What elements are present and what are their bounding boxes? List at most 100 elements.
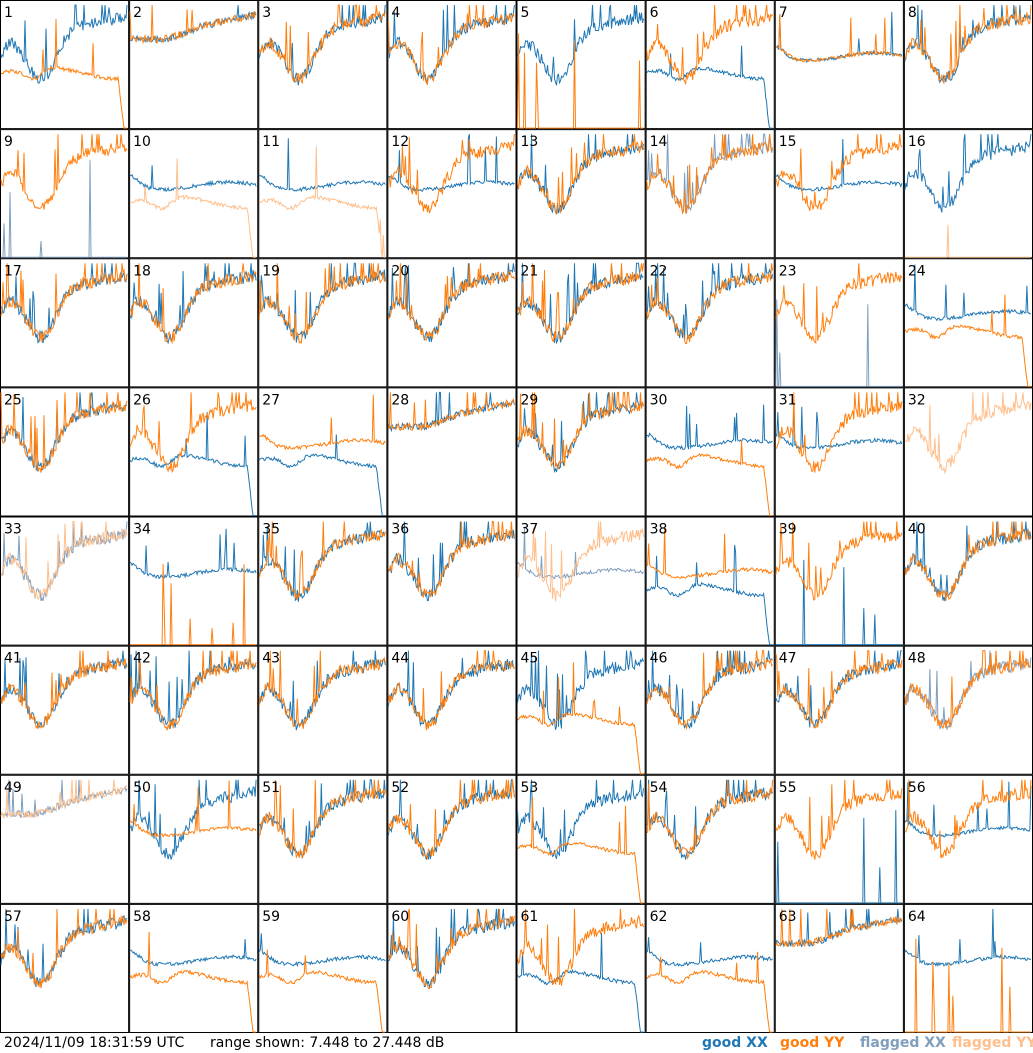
panel-label: 51	[262, 780, 280, 796]
series-yy-panel-61	[517, 908, 644, 986]
panel-7: 7	[774, 0, 904, 130]
series-yy-panel-54	[646, 779, 774, 860]
panel-frame	[387, 516, 517, 646]
panel-label: 64	[908, 909, 926, 925]
panel-34: 34	[129, 516, 259, 646]
panel-label: 31	[779, 392, 797, 408]
panel-20: 20	[387, 258, 517, 388]
panel-17: 17	[0, 258, 130, 388]
panel-label: 12	[391, 134, 409, 150]
panel-61: 61	[516, 903, 646, 1033]
panel-frame	[516, 0, 646, 130]
panel-frame	[129, 645, 259, 775]
series-xx-panel-22	[646, 263, 774, 341]
series-yy-panel-30	[646, 440, 773, 516]
series-yy-panel-17	[0, 263, 128, 343]
panel-frame	[387, 387, 517, 517]
panel-frame	[387, 0, 517, 130]
series-yy-panel-47	[775, 650, 903, 729]
panel-frame	[0, 903, 130, 1033]
panel-label: 10	[133, 134, 151, 150]
series-yy-panel-13	[517, 134, 644, 214]
series-yy-panel-2	[129, 4, 257, 45]
series-yy-panel-55	[775, 779, 903, 860]
panel-frame	[516, 774, 646, 904]
panel-59: 59	[258, 903, 388, 1033]
panel-frame	[774, 903, 904, 1033]
panel-frame	[129, 387, 259, 517]
series-yy-panel-52	[387, 779, 515, 860]
panel-label: 15	[779, 134, 797, 150]
panel-frame	[774, 516, 904, 646]
panel-frame	[0, 516, 130, 646]
series-yy-panel-22	[646, 263, 774, 344]
series-yy-panel-35	[258, 521, 386, 600]
panel-frame	[0, 0, 130, 130]
panel-label: 47	[779, 651, 797, 667]
panel-23: 23	[774, 258, 904, 388]
panel-6: 6	[645, 0, 775, 130]
panel-4: 4	[387, 0, 517, 130]
series-xx-panel-58	[129, 938, 257, 968]
panel-label: 2	[133, 5, 142, 21]
panel-41: 41	[0, 645, 130, 775]
series-yy-panel-63	[775, 908, 903, 948]
panel-label: 6	[650, 5, 659, 21]
panel-42: 42	[129, 645, 259, 775]
panel-label: 32	[908, 392, 926, 408]
series-yy-panel-62	[646, 951, 773, 1033]
panel-label: 40	[908, 522, 926, 538]
panel-frame	[129, 129, 259, 259]
panel-58: 58	[129, 903, 259, 1033]
series-xx-panel-42	[129, 650, 257, 729]
series-xx-panel-27	[258, 434, 386, 516]
series-xx-panel-37	[517, 527, 644, 580]
panel-22: 22	[645, 258, 775, 388]
series-yy-panel-19	[258, 263, 386, 345]
panel-label: 5	[521, 5, 530, 21]
panel-frame	[129, 903, 259, 1033]
panel-frame	[645, 129, 775, 259]
series-xx-panel-10	[129, 165, 257, 193]
series-yy-panel-23	[775, 263, 903, 344]
series-xx-panel-53	[517, 779, 644, 859]
series-yy-panel-45	[517, 662, 644, 775]
series-xx-panel-60	[388, 908, 515, 989]
series-xx-panel-50	[129, 779, 257, 860]
series-yy-panel-40	[904, 521, 1032, 601]
panel-15: 15	[774, 129, 904, 259]
panel-32: 32	[903, 387, 1033, 517]
panel-label: 39	[779, 522, 797, 538]
series-yy-panel-48	[904, 650, 1032, 730]
legend-good-yy: good YY	[780, 1035, 845, 1051]
panel-55: 55	[774, 774, 904, 904]
panel-label: 50	[133, 780, 151, 796]
panel-label: 58	[133, 909, 151, 925]
panel-frame	[903, 0, 1033, 130]
series-yy-panel-46	[646, 650, 773, 731]
panel-label: 13	[521, 134, 539, 150]
panel-28: 28	[387, 387, 517, 517]
series-xx-panel-39	[775, 559, 902, 646]
series-yy-panel-58	[129, 931, 257, 1033]
series-yy-panel-3	[258, 4, 386, 85]
panel-label: 7	[779, 5, 788, 21]
panel-frame	[645, 516, 775, 646]
panel-11: 11	[258, 129, 388, 259]
series-yy-panel-10	[129, 158, 257, 258]
panel-frame	[258, 645, 388, 775]
panel-frame	[387, 645, 517, 775]
series-xx-panel-11	[259, 138, 386, 193]
panel-frame	[129, 0, 259, 130]
series-yy-panel-29	[517, 391, 644, 470]
series-xx-panel-1	[0, 4, 128, 84]
series-xx-panel-26	[129, 411, 257, 516]
series-yy-panel-7	[775, 13, 903, 63]
series-yy-panel-9	[0, 134, 128, 210]
panel-label: 20	[391, 263, 409, 279]
series-yy-panel-41	[0, 650, 128, 730]
series-xx-panel-30	[646, 404, 773, 450]
series-yy-panel-49	[0, 779, 128, 820]
series-yy-panel-39	[775, 521, 903, 601]
